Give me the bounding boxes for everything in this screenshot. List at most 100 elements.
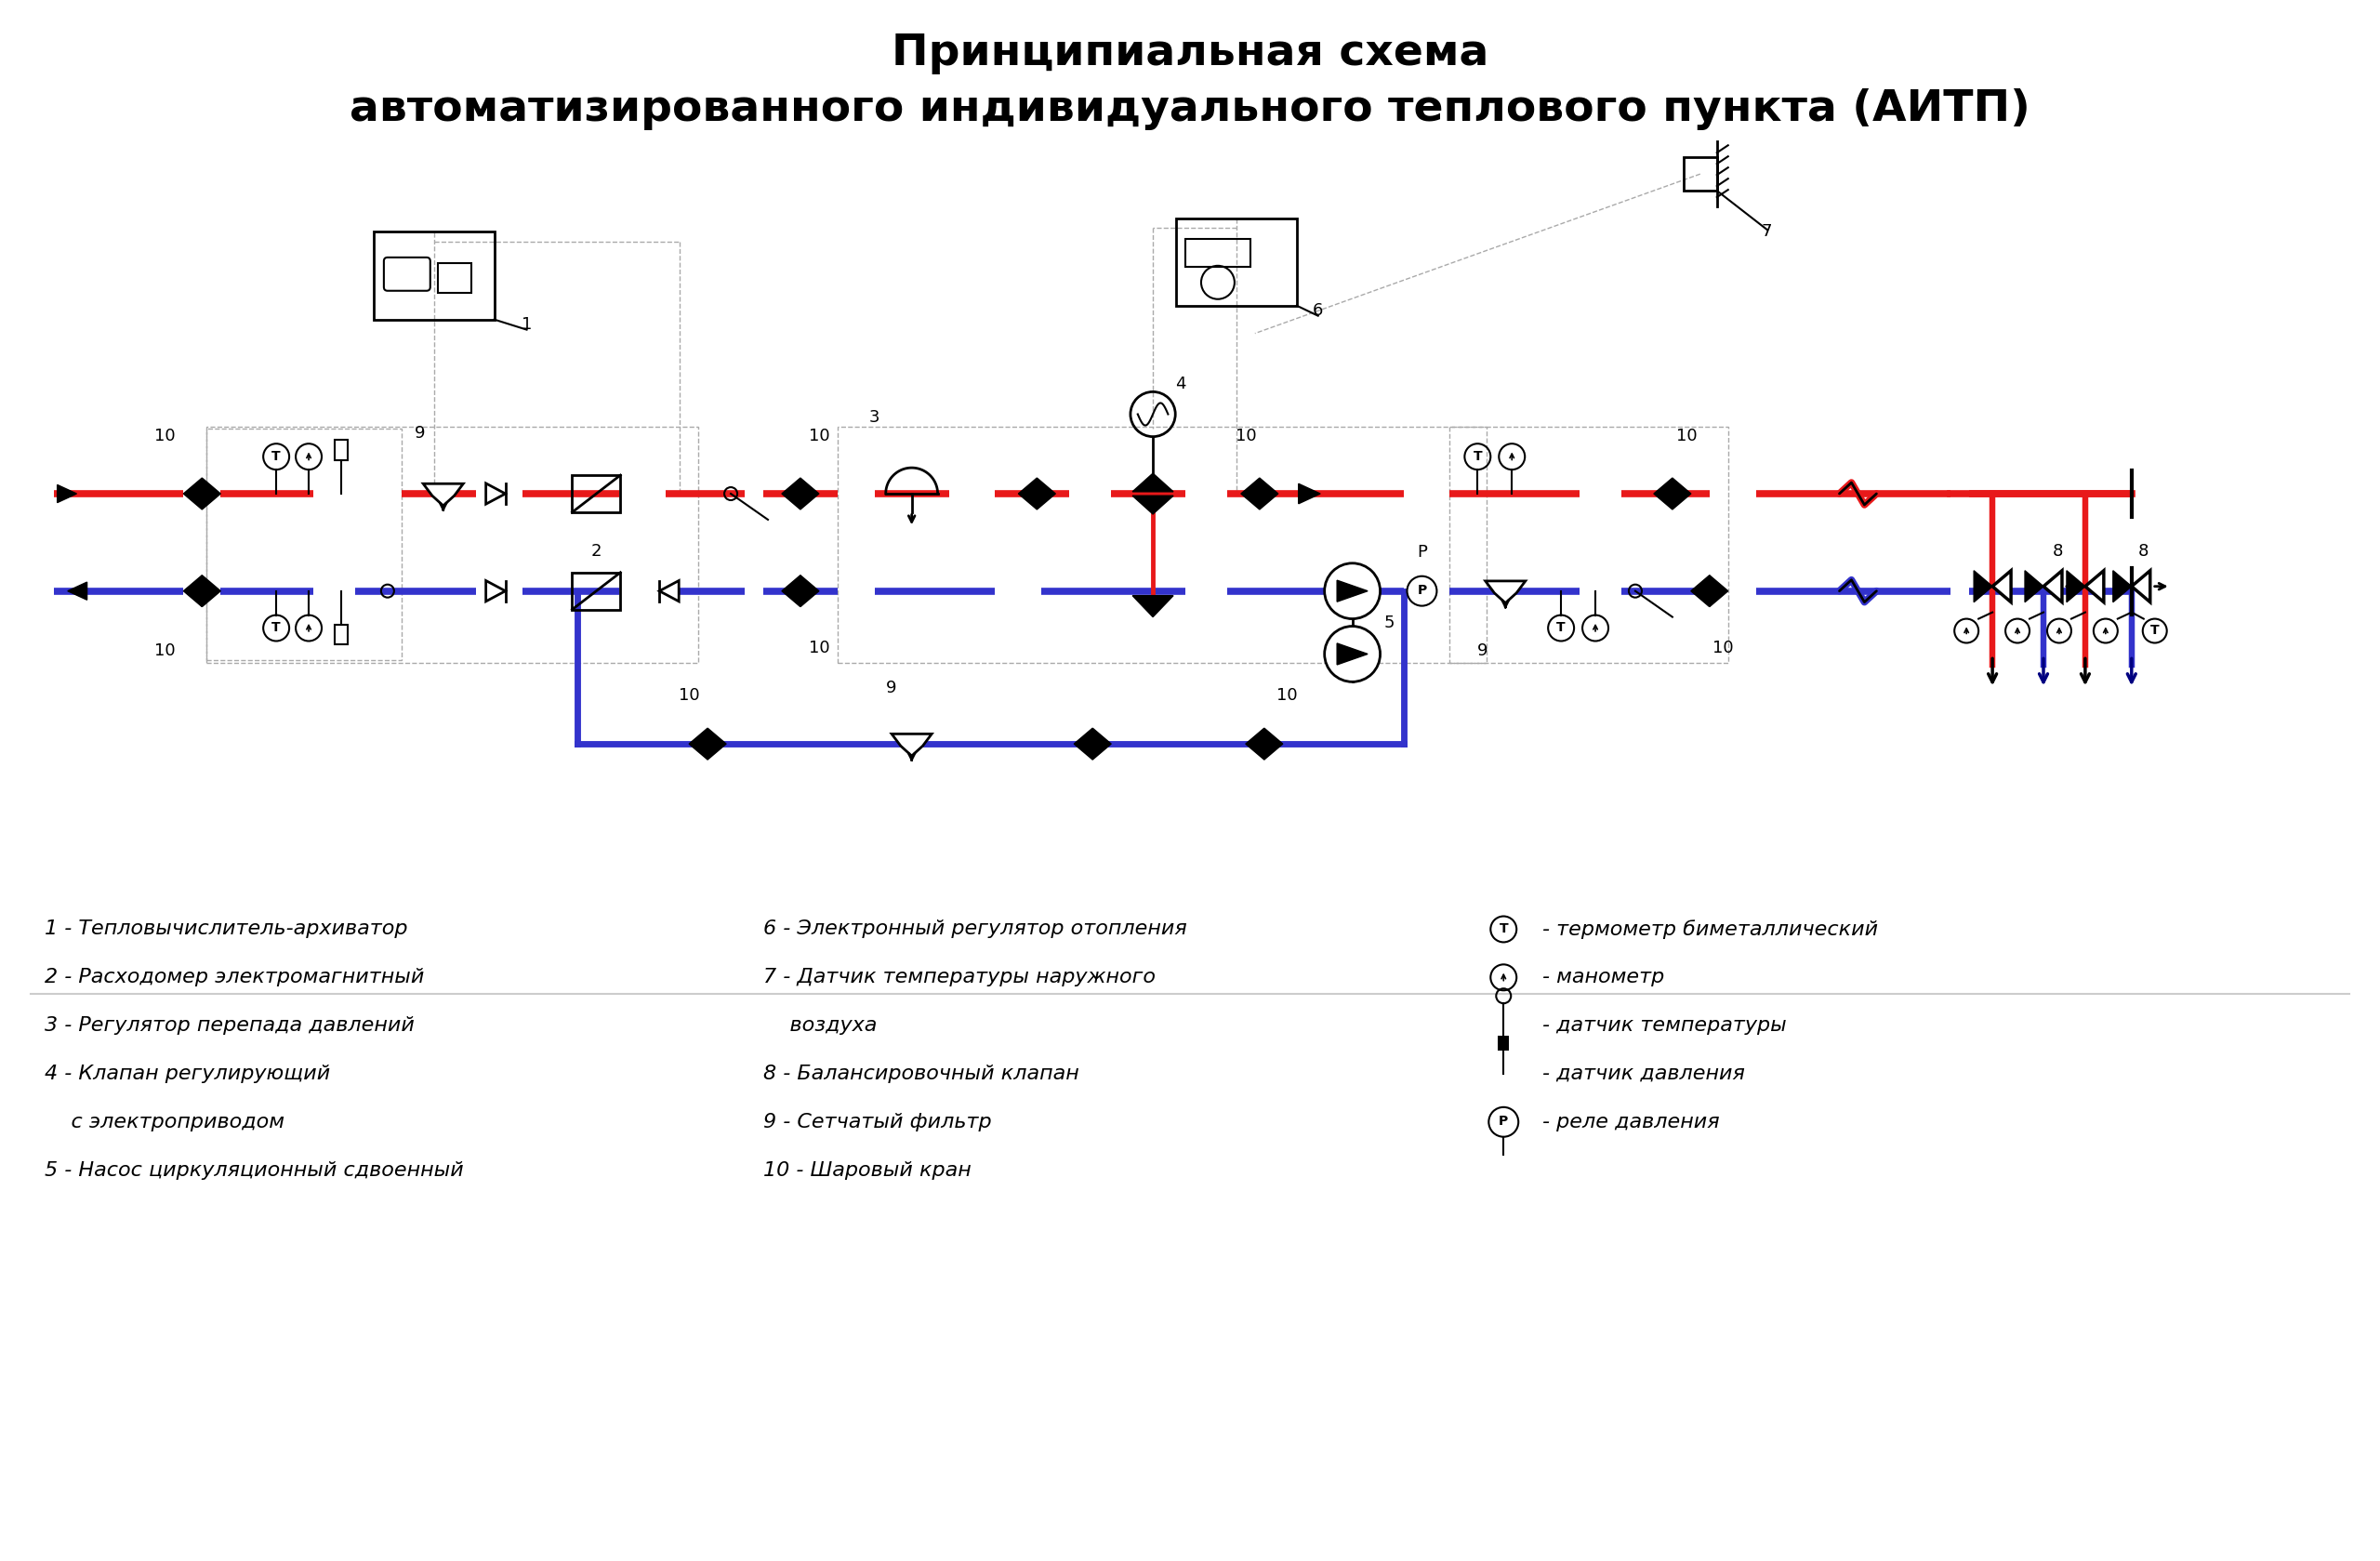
Text: воздуха: воздуха [764,1016,878,1035]
Text: 5: 5 [1385,613,1395,631]
Text: T: T [1473,450,1483,462]
Circle shape [1326,626,1380,682]
Bar [336,624,347,645]
Polygon shape [2044,571,2061,603]
Polygon shape [486,581,505,601]
Text: 8 - Балансировочный клапан: 8 - Балансировочный клапан [764,1065,1078,1083]
Text: 10: 10 [809,640,831,657]
Text: 10: 10 [155,428,176,445]
Polygon shape [183,576,202,607]
Bar [207,429,402,660]
Polygon shape [1019,478,1038,509]
Text: 8: 8 [2052,543,2063,559]
Polygon shape [707,727,726,760]
Polygon shape [1673,478,1690,509]
Polygon shape [183,478,202,509]
Polygon shape [202,576,221,607]
Text: - термометр биметаллический: - термометр биметаллический [1542,919,1878,938]
Text: 7 - Датчик температуры наружного: 7 - Датчик температуры наружного [764,968,1157,987]
Text: 4 - Клапан регулирующий: 4 - Клапан регулирующий [45,1065,331,1083]
Polygon shape [1259,478,1278,509]
Text: Принципиальная схема: Принципиальная схема [892,33,1488,75]
Polygon shape [1992,571,2011,603]
Text: 8: 8 [2137,543,2149,559]
Polygon shape [1245,727,1264,760]
Bar [1683,158,1716,190]
Bar [838,428,1488,663]
Text: 10: 10 [1714,640,1735,657]
Circle shape [1326,564,1380,618]
Polygon shape [1654,478,1673,509]
Text: 9: 9 [885,681,897,696]
Polygon shape [1038,478,1054,509]
Polygon shape [486,484,505,504]
Bar [1449,428,1728,663]
Polygon shape [1264,727,1283,760]
Polygon shape [800,576,819,607]
Bar [207,428,697,663]
Polygon shape [781,478,800,509]
Text: 4: 4 [1176,376,1185,393]
Text: 2: 2 [590,543,602,559]
Text: 1: 1 [521,315,533,332]
Text: 6 - Электронный регулятор отопления: 6 - Электронный регулятор отопления [764,919,1188,938]
Polygon shape [690,727,707,760]
Polygon shape [892,734,931,756]
Text: - манометр: - манометр [1542,968,1664,987]
Text: 10: 10 [1676,428,1697,445]
Bar [374,233,495,320]
Polygon shape [1690,576,1709,607]
Polygon shape [1338,581,1368,601]
Polygon shape [1133,596,1173,617]
Bar [336,440,347,460]
Text: P: P [1416,584,1426,596]
Text: - реле давления: - реле давления [1542,1113,1721,1132]
Polygon shape [424,484,464,506]
Bar [571,475,621,512]
Text: 1 - Тепловычислитель-архиватор: 1 - Тепловычислитель-архиватор [45,919,407,938]
Text: T: T [1557,621,1566,634]
Text: 10: 10 [1235,428,1257,445]
Polygon shape [800,478,819,509]
Polygon shape [2085,571,2104,603]
Text: T: T [2149,624,2159,637]
Polygon shape [781,576,800,607]
Bar [1185,239,1250,267]
Polygon shape [202,478,221,509]
Text: 7: 7 [1761,223,1773,240]
Text: T: T [1499,923,1509,935]
Text: T: T [271,621,281,634]
Bar [438,262,471,292]
Polygon shape [1092,727,1111,760]
Polygon shape [1073,727,1092,760]
Bar [1176,219,1297,306]
Polygon shape [659,581,678,601]
Text: 10: 10 [678,687,700,704]
Text: автоматизированного индивидуального теплового пункта (АИТП): автоматизированного индивидуального тепл… [350,89,2030,130]
Polygon shape [1485,581,1526,603]
Polygon shape [1299,484,1321,504]
Polygon shape [2113,571,2132,603]
Polygon shape [67,582,88,599]
Text: 6: 6 [1314,301,1323,318]
Polygon shape [1709,576,1728,607]
Polygon shape [1338,643,1368,665]
Polygon shape [57,485,76,503]
Bar [571,573,621,609]
Text: T: T [271,450,281,462]
Polygon shape [2025,571,2044,603]
Polygon shape [1133,496,1173,514]
Polygon shape [2132,571,2149,603]
Polygon shape [1973,571,1992,603]
Text: 9: 9 [1478,643,1488,660]
Text: P: P [1499,1115,1509,1129]
Polygon shape [1240,478,1259,509]
Bar [1497,1037,1509,1051]
Polygon shape [1133,473,1173,492]
Text: 10 - Шаровый кран: 10 - Шаровый кран [764,1161,971,1180]
Text: - датчик температуры: - датчик температуры [1542,1016,1787,1035]
Text: 10: 10 [809,428,831,445]
Text: 3 - Регулятор перепада давлений: 3 - Регулятор перепада давлений [45,1016,414,1035]
Text: 10: 10 [155,643,176,660]
Text: 9: 9 [414,425,426,442]
